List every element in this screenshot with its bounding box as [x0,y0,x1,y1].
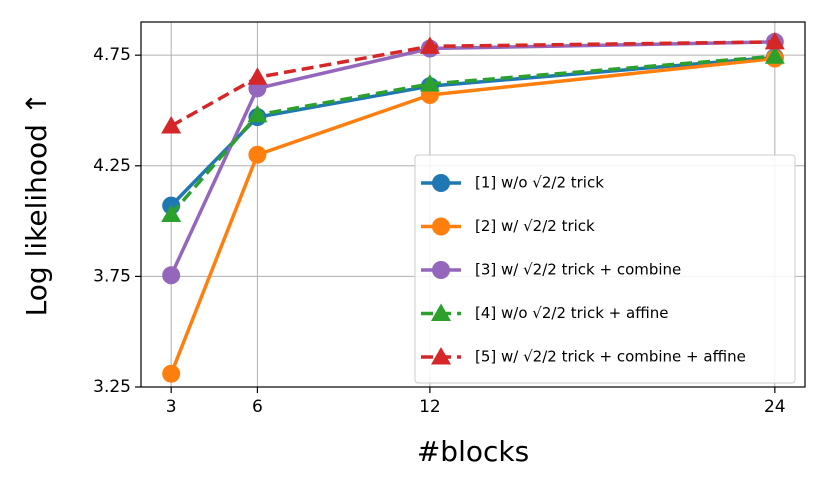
marker [247,67,268,85]
legend-marker [431,303,451,321]
x-tick-label: 6 [252,397,263,417]
line [169,56,776,375]
legend-label: [3] w/ √2/2 trick + combine [475,261,681,279]
marker [162,364,181,383]
x-tick-label: 3 [166,397,177,417]
marker [161,115,182,134]
marker [419,36,440,54]
marker [419,73,440,92]
legend-label: [4] w/o √2/2 trick + affine [475,304,668,322]
marker [161,204,182,222]
x-tick-label: 24 [764,397,786,417]
y-tick-label: 4.75 [93,45,131,65]
line [169,40,775,277]
legend-marker [431,347,451,365]
legend-label: [2] w/ √2/2 trick [475,217,595,235]
plot-frame [140,21,806,388]
y-tick-label: 3.25 [93,377,131,397]
y-axis-label: Log likelihood ↑ [20,92,53,317]
x-axis-label: #blocks [417,435,529,468]
y-tick-label: 4.25 [93,156,131,176]
legend-marker [432,261,450,279]
marker [764,31,785,50]
legend-box [414,154,796,384]
legend-marker [432,217,450,236]
line [170,40,775,128]
x-tick-label: 12 [419,397,441,417]
marker [247,104,268,123]
legend-marker [432,174,450,192]
legend: [1] w/o √2/2 trick [2] w/ √2/2 trick [3] w… [414,154,796,384]
marker [764,46,785,64]
marker [162,266,181,285]
line [169,54,775,216]
y-tick-label: 3.75 [93,266,131,286]
legend-label: [1] w/o √2/2 trick [475,174,604,192]
legend-label: [5] w/ √2/2 trick + combine + affine [475,348,746,366]
marker [248,145,267,164]
